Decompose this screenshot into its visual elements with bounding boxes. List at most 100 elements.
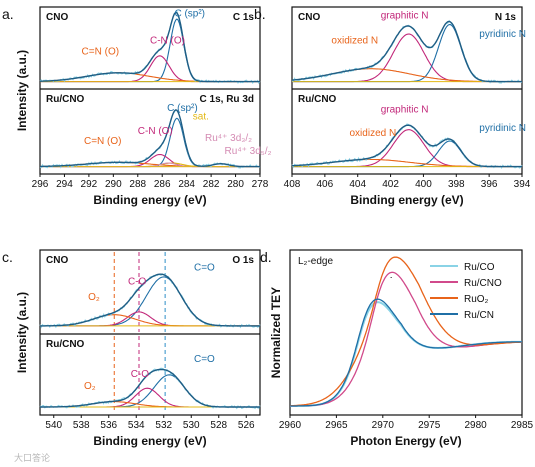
x-tick-label: 408 — [284, 179, 301, 190]
x-tick-label: 532 — [155, 420, 172, 431]
panel-frame — [291, 6, 523, 175]
legend-label: Ru/CNO — [464, 278, 502, 289]
component-peak — [40, 387, 260, 408]
x-tick-label: 296 — [32, 179, 49, 190]
peak-label: C=O — [194, 354, 215, 365]
component-peak — [40, 55, 260, 83]
legend-label: Ru/CN — [464, 310, 494, 321]
x-tick-label: 2970 — [372, 420, 395, 431]
component-peak — [40, 18, 260, 83]
panel-d: Ru/CO Ru/CNO RuO₂ Ru/CN L₂-edge 2960 2965 2970 2… — [260, 249, 534, 448]
x-tick-label: 278 — [252, 179, 269, 190]
x-tick-label: 2975 — [418, 420, 441, 431]
peak-label: graphitic N — [381, 105, 429, 116]
subplot-rucno: Ru/CNO C 1s, Ru 3dC (sp²)sat. C-N (O) C=N (… — [39, 94, 272, 169]
fit-envelope — [291, 20, 522, 83]
peak-label: C=N (O) — [84, 136, 122, 147]
peak-label: graphitic N — [381, 10, 429, 21]
edge-label: O 1s — [232, 255, 254, 266]
panel-frame — [39, 249, 261, 416]
fit-envelope — [40, 273, 260, 327]
sample-label: Ru/CNO — [46, 339, 85, 350]
sample-label: Ru/CNO — [46, 94, 85, 105]
x-axis-label: Binding energy (eV) — [93, 193, 206, 207]
y-axis-label: Intensity (a.u.) — [15, 50, 29, 131]
panel-a: CNO C 1s C (sp²) C-N (O) C=N (O) Ru/CNO C 1s, … — [2, 6, 272, 207]
x-tick-label: 280 — [227, 179, 244, 190]
x-tick-label: 406 — [317, 179, 334, 190]
peak-label: Ru⁴⁺ 3d₅/₂ — [225, 146, 272, 157]
legend-label: RuO₂ — [464, 294, 489, 305]
subplot-rucno: Ru/CNO graphitic N oxidized N pyridinic N — [291, 94, 526, 170]
x-tick-label: 526 — [238, 420, 255, 431]
x-tick-label: 286 — [154, 179, 171, 190]
peak-label: C-O — [131, 369, 150, 380]
sample-label: CNO — [46, 255, 68, 266]
peak-label: C-N (O) — [138, 126, 173, 137]
component-peak — [292, 129, 522, 168]
x-tick-label: 402 — [382, 179, 399, 190]
series-line — [290, 298, 522, 407]
peak-label: C-N (O) — [150, 36, 185, 47]
panel-letter: c. — [2, 249, 13, 265]
panel-letter: d. — [260, 249, 272, 265]
x-tick-label: 290 — [105, 179, 122, 190]
sample-label: Ru/CNO — [298, 94, 337, 105]
x-tick-label: 288 — [129, 179, 146, 190]
panel-letter: a. — [2, 6, 14, 22]
panel-letter: b. — [254, 6, 266, 22]
x-tick-label: 294 — [56, 179, 73, 190]
subplot-rucno: Ru/CNO C=O C-O O₂ — [39, 336, 261, 413]
panel-frame — [39, 6, 261, 175]
x-tick-label: 394 — [514, 179, 531, 190]
panel-c: CNO O 1s C=O C-O O₂ Ru/CNO C=O C-O O₂ 540 538 536 53… — [2, 249, 261, 448]
x-tick-label: 534 — [128, 420, 145, 431]
panel-frame — [289, 249, 523, 416]
subplot-cno: CNO N 1s graphitic N oxidized N pyridinic N — [291, 10, 526, 84]
sample-label: CNO — [298, 12, 320, 23]
sample-label: CNO — [46, 12, 68, 23]
peak-label: C (sp²) — [167, 103, 198, 114]
fit-envelope — [40, 368, 260, 408]
series-line — [290, 271, 523, 407]
x-tick-label: 404 — [349, 179, 366, 190]
fit-envelope — [40, 109, 260, 168]
component-peak — [40, 374, 260, 408]
edge-label: N 1s — [495, 12, 517, 23]
x-tick-label: 292 — [81, 179, 98, 190]
x-tick-label: 2985 — [511, 420, 534, 431]
peak-label: O₂ — [84, 381, 96, 392]
x-tick-label: 398 — [448, 179, 465, 190]
x-tick-label: 2980 — [464, 420, 487, 431]
y-axis-label: Normalized TEY — [269, 287, 283, 378]
fit-envelope — [292, 124, 522, 168]
x-axis-label: Photon Energy (eV) — [350, 434, 461, 448]
peak-label: oxidized N — [350, 128, 397, 139]
raw-spectrum — [39, 10, 261, 85]
y-axis-label: Intensity (a.u.) — [15, 292, 29, 373]
subplot-cno: CNO C 1s C (sp²) C-N (O) C=N (O) — [39, 8, 261, 85]
x-axis-label: Binding energy (eV) — [350, 193, 463, 207]
x-tick-label: 282 — [203, 179, 220, 190]
x-axis-label: Binding energy (eV) — [93, 434, 206, 448]
x-tick-label: 528 — [210, 420, 227, 431]
peak-label: O₂ — [88, 292, 100, 303]
peak-label: pyridinic N — [479, 123, 526, 134]
x-tick-label: 536 — [100, 420, 117, 431]
x-tick-label: 2965 — [325, 420, 348, 431]
edge-label: L₂-edge — [298, 256, 333, 267]
component-peak — [40, 276, 260, 327]
edge-label: C 1s — [233, 12, 255, 23]
peak-label: C=N (O) — [82, 46, 120, 57]
x-tick-label: 284 — [178, 179, 195, 190]
peak-label: sat. — [193, 112, 209, 123]
x-tick-label: 540 — [45, 420, 62, 431]
peak-label: C-O — [128, 277, 147, 288]
peak-label: oxidized N — [331, 36, 378, 47]
x-tick-label: 400 — [415, 179, 432, 190]
x-tick-label: 2960 — [279, 420, 302, 431]
subplot-cno: CNO O 1s C=O C-O O₂ — [39, 252, 261, 332]
peak-label: C (sp²) — [174, 8, 205, 19]
